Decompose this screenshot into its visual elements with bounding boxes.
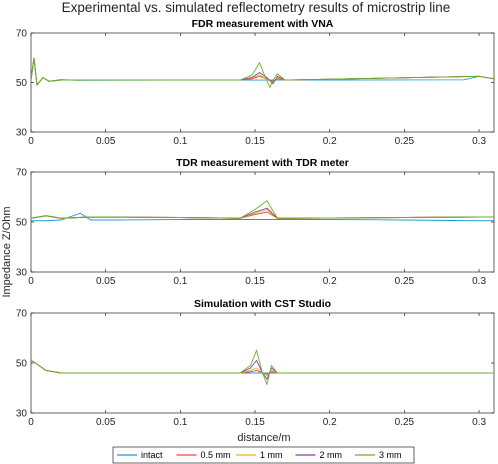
x-tick-label: 0.3 [472,276,486,287]
y-tick-label: 30 [16,268,28,279]
series-line-3-mm [31,349,494,386]
series-line-3-mm [31,200,494,219]
y-axis-label: Impedance Z/Ohm [1,206,13,297]
subplot-3: Simulation with CST Studio 0 0.05 0.1 0.15 0.… [16,298,495,428]
x-tick-label: 0.2 [323,417,337,428]
plot-area [30,171,495,273]
x-tick-label: 0.05 [96,417,116,428]
subplot-title: Simulation with CST Studio [194,298,331,310]
x-tick-label: 0.3 [472,417,486,428]
x-tick-label: 0.05 [96,136,116,147]
x-tick-label: 0 [28,276,34,287]
subplot-title: TDR measurement with TDR meter [176,157,349,169]
subplot-1: FDR measurement with VNA 0 0.05 0.1 0.15 0.2 0… [16,18,495,147]
series-line-3-mm [31,57,494,89]
x-tick-label: 0.2 [323,276,337,287]
subplot-2: TDR measurement with TDR meter 0 0.05 0.1 0.… [16,157,495,287]
y-tick-label: 30 [16,409,28,420]
y-tick-label: 70 [16,309,28,320]
x-tick-label: 0.15 [245,136,265,147]
legend-label: 3 mm [379,450,402,460]
series-line-intact [31,212,494,222]
x-tick-label: 0 [28,417,34,428]
legend-label: 0.5 mm [201,450,231,460]
y-tick-label: 50 [16,78,28,89]
y-tick-label: 50 [16,218,28,229]
x-tick-label: 0.25 [395,417,415,428]
y-tick-label: 50 [16,359,28,370]
x-tick-label: 0.1 [173,417,187,428]
legend-box [112,446,415,464]
y-tick-label: 30 [16,128,28,139]
x-tick-label: 0 [28,136,34,147]
subplots: FDR measurement with VNA 0 0.05 0.1 0.15 0.2 0… [16,18,495,428]
x-tick-label: 0.25 [395,136,415,147]
x-tick-label: 0.2 [323,136,337,147]
legend-label: 1 mm [260,450,283,460]
figure-title: Experimental vs. simulated reflectometry… [62,0,451,15]
x-tick-label: 0.15 [245,417,265,428]
x-tick-label: 0.1 [173,136,187,147]
plot-area [30,312,495,414]
legend-label: 2 mm [320,450,343,460]
legend-label: intact [141,450,163,460]
subplot-title: FDR measurement with VNA [192,18,334,30]
x-tick-label: 0.15 [245,276,265,287]
x-tick-label: 0.1 [173,276,187,287]
legend: intact 0.5 mm 1 mm 2 mm 3 mm [112,446,415,464]
y-tick-label: 70 [16,29,28,40]
plot-area [30,32,495,133]
x-tick-label: 0.25 [395,276,415,287]
x-tick-label: 0.3 [472,136,486,147]
x-tick-label: 0.05 [96,276,116,287]
x-axis-label: distance/m [237,432,290,444]
y-tick-label: 70 [16,168,28,179]
